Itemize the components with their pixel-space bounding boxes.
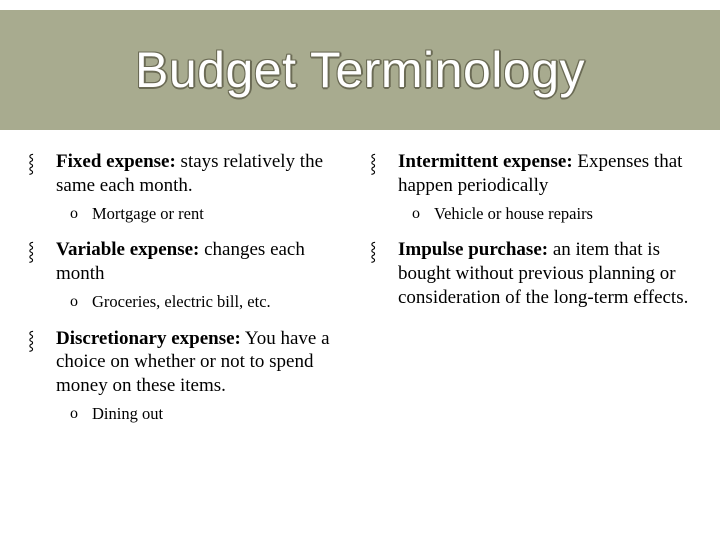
list-item: ⸾ Fixed expense: stays relatively the sa…	[28, 150, 350, 224]
term: Variable expense:	[56, 239, 199, 260]
term: Intermittent expense:	[398, 151, 573, 172]
bullet-icon: ⸾	[28, 150, 56, 175]
content-area: ⸾ Fixed expense: stays relatively the sa…	[0, 130, 720, 439]
bullet-icon: ⸾	[370, 238, 398, 263]
bullet-icon: ⸾	[28, 327, 56, 352]
item-text: Discretionary expense: You have a choice…	[56, 327, 350, 398]
item-text: Fixed expense: stays relatively the same…	[56, 150, 350, 198]
slide-title: Budget Terminology	[135, 41, 585, 99]
left-column: ⸾ Fixed expense: stays relatively the sa…	[28, 150, 350, 439]
sub-bullet-icon: o	[70, 204, 92, 225]
sub-bullet-icon: o	[70, 404, 92, 425]
sub-item-text: Mortgage or rent	[92, 204, 204, 225]
item-text: Intermittent expense: Expenses that happ…	[398, 150, 692, 198]
item-text: Variable expense: changes each month	[56, 238, 350, 286]
term: Fixed expense:	[56, 151, 176, 172]
list-item: ⸾ Intermittent expense: Expenses that ha…	[370, 150, 692, 224]
item-text: Impulse purchase: an item that is bought…	[398, 238, 692, 309]
term: Impulse purchase:	[398, 239, 548, 260]
sub-bullet-icon: o	[70, 292, 92, 313]
title-band: Budget Terminology	[0, 10, 720, 130]
bullet-icon: ⸾	[370, 150, 398, 175]
list-item: ⸾ Impulse purchase: an item that is boug…	[370, 238, 692, 309]
sub-bullet-icon: o	[412, 204, 434, 225]
right-column: ⸾ Intermittent expense: Expenses that ha…	[370, 150, 692, 439]
term: Discretionary expense:	[56, 328, 241, 349]
list-item: ⸾ Discretionary expense: You have a choi…	[28, 327, 350, 425]
bullet-icon: ⸾	[28, 238, 56, 263]
list-item: ⸾ Variable expense: changes each month o…	[28, 238, 350, 312]
sub-item-text: Dining out	[92, 404, 163, 425]
sub-item-text: Vehicle or house repairs	[434, 204, 593, 225]
sub-item-text: Groceries, electric bill, etc.	[92, 292, 271, 313]
